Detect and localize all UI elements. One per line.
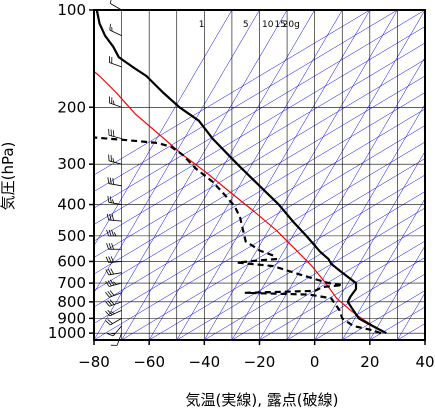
mixing-ratio-line [342, 198, 425, 340]
temperature-line [95, 10, 387, 335]
wind-barb [106, 243, 122, 250]
dewpoint-line [94, 136, 382, 335]
y-tick-label: 800 [57, 293, 86, 311]
dry-adiabat-line [204, 207, 425, 340]
x-tick-label: −80 [78, 353, 110, 371]
mixing-ratio-label: 1 [199, 20, 205, 30]
y-tick-label: 700 [57, 274, 86, 292]
wind-barb [109, 23, 122, 36]
wind-barb [105, 290, 122, 298]
mixing-ratio-label: 15 [274, 20, 285, 30]
x-tick-label: 20 [360, 353, 379, 371]
mixing-ratio-line [94, 10, 233, 247]
dry-adiabat-line [286, 257, 425, 340]
wind-barbs [105, 0, 122, 346]
mixing-ratio-label: 10 [262, 20, 274, 30]
x-tick-label: −40 [189, 353, 221, 371]
y-tick-label: 600 [57, 252, 86, 270]
wind-barb [105, 279, 122, 287]
mixing-ratio-line [231, 10, 425, 340]
mixing-ratio-label: 5 [243, 20, 249, 30]
profile-lines [94, 10, 387, 335]
wind-barb [105, 299, 122, 307]
x-axis-title: 気温(実線), 露点(破線) [186, 391, 339, 409]
y-tick-label: 200 [57, 98, 86, 116]
y-tick-label: 500 [57, 227, 86, 245]
wind-barb [108, 96, 122, 108]
x-tick-label: 40 [415, 353, 434, 371]
mixing-ratio-line [94, 10, 288, 340]
y-tick-label: 300 [57, 155, 86, 173]
parcel-line [94, 71, 387, 334]
y-tick-label: 900 [57, 309, 86, 327]
wind-barb [105, 318, 122, 326]
mixing-ratio-line [369, 245, 425, 340]
wind-barb [106, 213, 122, 222]
wind-barb [108, 154, 122, 165]
y-tick-label: 100 [57, 1, 86, 19]
x-tick-label: −20 [244, 353, 276, 371]
mixing-ratio-line [314, 150, 425, 340]
x-axis-ticks: −80 −60 −40 −20 0 20 40 [78, 340, 435, 371]
dry-adiabat-line [259, 240, 425, 340]
x-tick-label: 0 [310, 353, 320, 371]
y-tick-label: 400 [57, 196, 86, 214]
wind-barb [109, 0, 122, 11]
dry-adiabat-line [231, 224, 425, 340]
dry-adiabat-line [314, 273, 425, 340]
mixing-ratio-line [121, 10, 315, 340]
mixing-ratio-line [286, 103, 425, 340]
dry-adiabat-line [176, 191, 425, 340]
wind-barb [105, 256, 122, 263]
wind-barb [105, 309, 122, 317]
wind-barb [106, 229, 122, 237]
wind-barb [105, 268, 122, 276]
wind-barb [107, 177, 122, 187]
mixing-ratio-line [204, 10, 398, 340]
wind-barb [107, 325, 122, 337]
y-axis-title: 気圧(hPa) [0, 142, 17, 211]
mixing-ratio-line [148, 10, 343, 340]
wind-barb [108, 56, 122, 68]
wind-barb [108, 128, 122, 139]
mixing-ratio-line [259, 56, 425, 340]
wind-barb [107, 195, 122, 205]
y-tick-label: 1000 [48, 324, 86, 342]
x-tick-label: −60 [133, 353, 165, 371]
mixing-ratio-line [176, 10, 371, 340]
mixing-ratio-line [94, 10, 260, 294]
mixing-ratio-label: 20g [283, 20, 300, 30]
